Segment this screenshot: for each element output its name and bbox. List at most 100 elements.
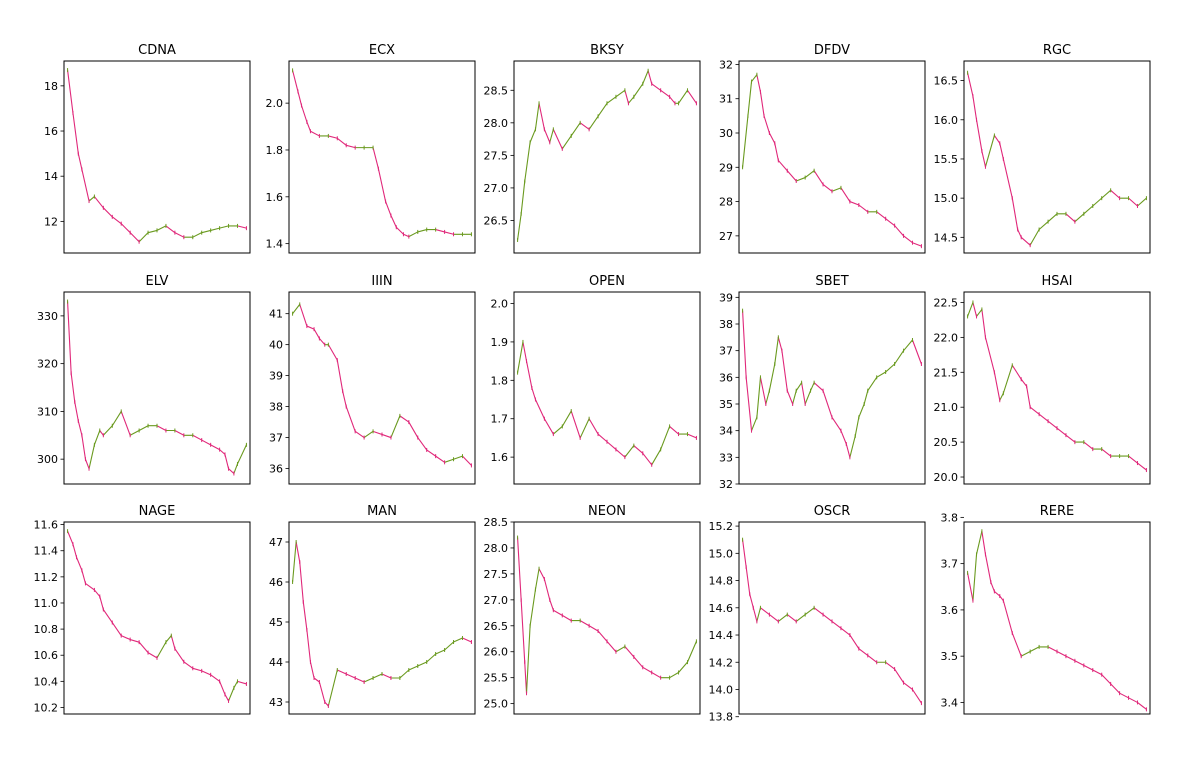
price-segment	[354, 677, 365, 683]
price-segment	[327, 669, 338, 707]
y-tick-label: 36	[719, 371, 733, 384]
price-segment	[588, 418, 599, 435]
price-segment	[1127, 455, 1139, 464]
price-segment	[102, 425, 113, 436]
price-segment	[858, 403, 865, 418]
chart-title: IIIN	[371, 274, 392, 289]
price-segment	[1127, 197, 1139, 207]
price-segment	[390, 214, 397, 228]
price-segment	[129, 232, 140, 243]
price-segment	[863, 390, 869, 405]
price-segment	[1136, 197, 1147, 207]
y-tick-label: 14	[44, 170, 58, 183]
price-segment	[686, 433, 697, 439]
plot-frame	[738, 60, 926, 254]
price-segment	[174, 648, 185, 663]
price-segment	[984, 553, 992, 583]
price-segment	[99, 595, 104, 611]
price-series	[517, 535, 697, 696]
y-tick-label: 1.4	[266, 238, 284, 251]
price-segment	[165, 635, 172, 643]
y-tick-label: 330	[37, 310, 58, 323]
price-segment	[102, 207, 113, 218]
y-tick-label: 1.7	[491, 413, 509, 426]
y-tick-label: 46	[269, 576, 283, 589]
price-series	[67, 529, 247, 703]
y-tick-label: 1.6	[266, 191, 284, 204]
price-segment	[219, 225, 230, 229]
price-segment	[165, 225, 176, 234]
price-series	[292, 302, 472, 468]
price-segment	[1038, 413, 1049, 422]
price-segment	[750, 74, 758, 83]
price-segment	[1002, 600, 1013, 634]
price-series	[742, 537, 922, 706]
price-segment	[99, 429, 104, 436]
y-tick-label: 26.0	[484, 646, 509, 659]
price-segment	[975, 119, 983, 152]
chart-title: OPEN	[589, 274, 625, 289]
price-segment	[529, 588, 537, 627]
price-segment	[444, 458, 455, 463]
y-tick-label: 28	[719, 196, 733, 209]
price-segment	[642, 70, 649, 85]
chart-panel-elv: ELV 300 310 320 330	[37, 274, 251, 485]
price-segment	[615, 89, 626, 98]
y-tick-label: 28.5	[484, 84, 509, 97]
price-segment	[867, 376, 878, 392]
price-segment	[549, 599, 554, 611]
chart-panel-oscr: OSCR 13.8 14.0 14.2 14.4 14.6 14.8 15.0 15.2	[709, 504, 926, 724]
price-segment	[1020, 378, 1028, 387]
price-segment	[633, 445, 644, 454]
price-segment	[138, 232, 149, 243]
y-tick-label: 14.8	[709, 575, 734, 588]
y-tick-label: 1.8	[491, 374, 509, 387]
price-segment	[894, 350, 905, 365]
price-segment	[624, 645, 635, 658]
price-segment	[435, 649, 446, 655]
price-segment	[597, 433, 608, 443]
price-series	[742, 72, 922, 249]
price-segment	[236, 680, 247, 685]
y-tick-label: 38	[269, 401, 283, 414]
plot-frame	[288, 60, 476, 254]
price-segment	[538, 568, 545, 580]
price-segment	[981, 530, 987, 555]
price-segment	[233, 680, 239, 689]
price-segment	[120, 635, 131, 641]
price-segment	[854, 416, 860, 437]
price-segment	[156, 425, 167, 432]
price-segment	[1092, 197, 1103, 207]
price-segment	[1020, 650, 1031, 657]
y-tick-label: 1.6	[491, 451, 509, 464]
price-segment	[227, 468, 235, 475]
price-segment	[345, 673, 356, 679]
price-segment	[129, 429, 140, 436]
plot-frame	[963, 291, 1151, 485]
price-segment	[299, 303, 308, 327]
y-tick-label: 14.5	[934, 231, 959, 244]
y-tick-label: 10.8	[34, 623, 59, 636]
price-segment	[759, 376, 767, 405]
price-segment	[651, 448, 662, 466]
price-segment	[885, 218, 896, 227]
y-tick-label: 37	[719, 345, 733, 358]
y-tick-label: 20.5	[934, 436, 959, 449]
y-tick-label: 16.5	[934, 75, 959, 88]
y-tick-label: 22.5	[934, 296, 959, 309]
price-segment	[831, 416, 842, 432]
y-tick-label: 16.0	[934, 114, 959, 127]
price-segment	[759, 91, 765, 117]
y-tick-label: 3.6	[941, 604, 959, 617]
price-segment	[327, 135, 338, 139]
price-segment	[1029, 228, 1040, 246]
price-series	[67, 299, 247, 476]
price-segment	[67, 69, 74, 114]
price-segment	[295, 541, 301, 563]
price-segment	[210, 674, 221, 682]
y-tick-label: 11.6	[34, 519, 59, 532]
price-segment	[651, 83, 662, 91]
chart-title: BKSY	[590, 43, 624, 58]
price-segment	[804, 170, 815, 179]
chart-title: ECX	[369, 43, 395, 58]
